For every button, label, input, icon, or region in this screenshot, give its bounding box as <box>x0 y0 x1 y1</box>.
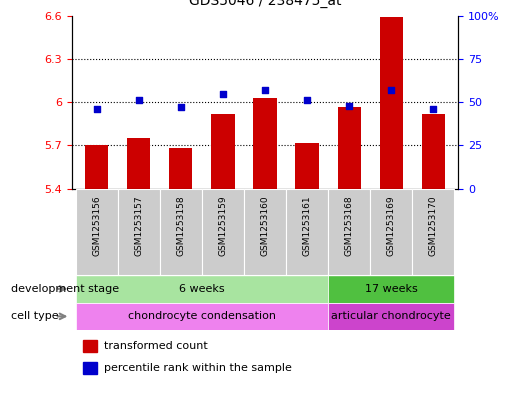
Point <box>219 90 227 97</box>
Bar <box>211 114 234 189</box>
Text: GSM1253160: GSM1253160 <box>261 196 269 256</box>
Text: transformed count: transformed count <box>104 341 208 351</box>
Text: GDS5046 / 238475_at: GDS5046 / 238475_at <box>189 0 341 8</box>
Text: GSM1253170: GSM1253170 <box>429 196 438 256</box>
Point <box>429 106 437 112</box>
Text: chondrocyte condensation: chondrocyte condensation <box>128 311 276 321</box>
Text: percentile rank within the sample: percentile rank within the sample <box>104 363 293 373</box>
Bar <box>338 107 361 189</box>
Bar <box>253 98 277 189</box>
Bar <box>202 189 244 275</box>
Bar <box>85 145 108 189</box>
Point <box>176 104 185 110</box>
Bar <box>76 275 328 303</box>
Bar <box>83 340 96 352</box>
Bar <box>379 17 403 189</box>
Bar <box>328 303 454 330</box>
Bar <box>169 148 192 189</box>
Bar <box>422 114 445 189</box>
Bar <box>76 189 118 275</box>
Text: GSM1253157: GSM1253157 <box>134 196 143 256</box>
Bar <box>160 189 202 275</box>
Text: cell type: cell type <box>11 311 58 321</box>
Bar <box>127 138 151 189</box>
Text: GSM1253156: GSM1253156 <box>92 196 101 256</box>
Point <box>303 97 311 104</box>
Text: GSM1253158: GSM1253158 <box>176 196 186 256</box>
Point <box>345 103 354 109</box>
Text: 17 weeks: 17 weeks <box>365 284 418 294</box>
Bar <box>244 189 286 275</box>
Bar <box>76 303 328 330</box>
Text: GSM1253159: GSM1253159 <box>218 196 227 256</box>
Bar <box>328 189 370 275</box>
Point <box>93 106 101 112</box>
Bar <box>412 189 454 275</box>
Bar <box>296 143 319 189</box>
Text: 6 weeks: 6 weeks <box>179 284 225 294</box>
Point <box>261 87 269 93</box>
Bar <box>83 362 96 374</box>
Point <box>387 87 395 93</box>
Bar <box>328 275 454 303</box>
Point <box>135 97 143 104</box>
Text: articular chondrocyte: articular chondrocyte <box>331 311 451 321</box>
Bar <box>118 189 160 275</box>
Bar <box>286 189 328 275</box>
Text: development stage: development stage <box>11 284 119 294</box>
Text: GSM1253169: GSM1253169 <box>387 196 396 256</box>
Text: GSM1253161: GSM1253161 <box>303 196 312 256</box>
Text: GSM1253168: GSM1253168 <box>344 196 354 256</box>
Bar <box>370 189 412 275</box>
